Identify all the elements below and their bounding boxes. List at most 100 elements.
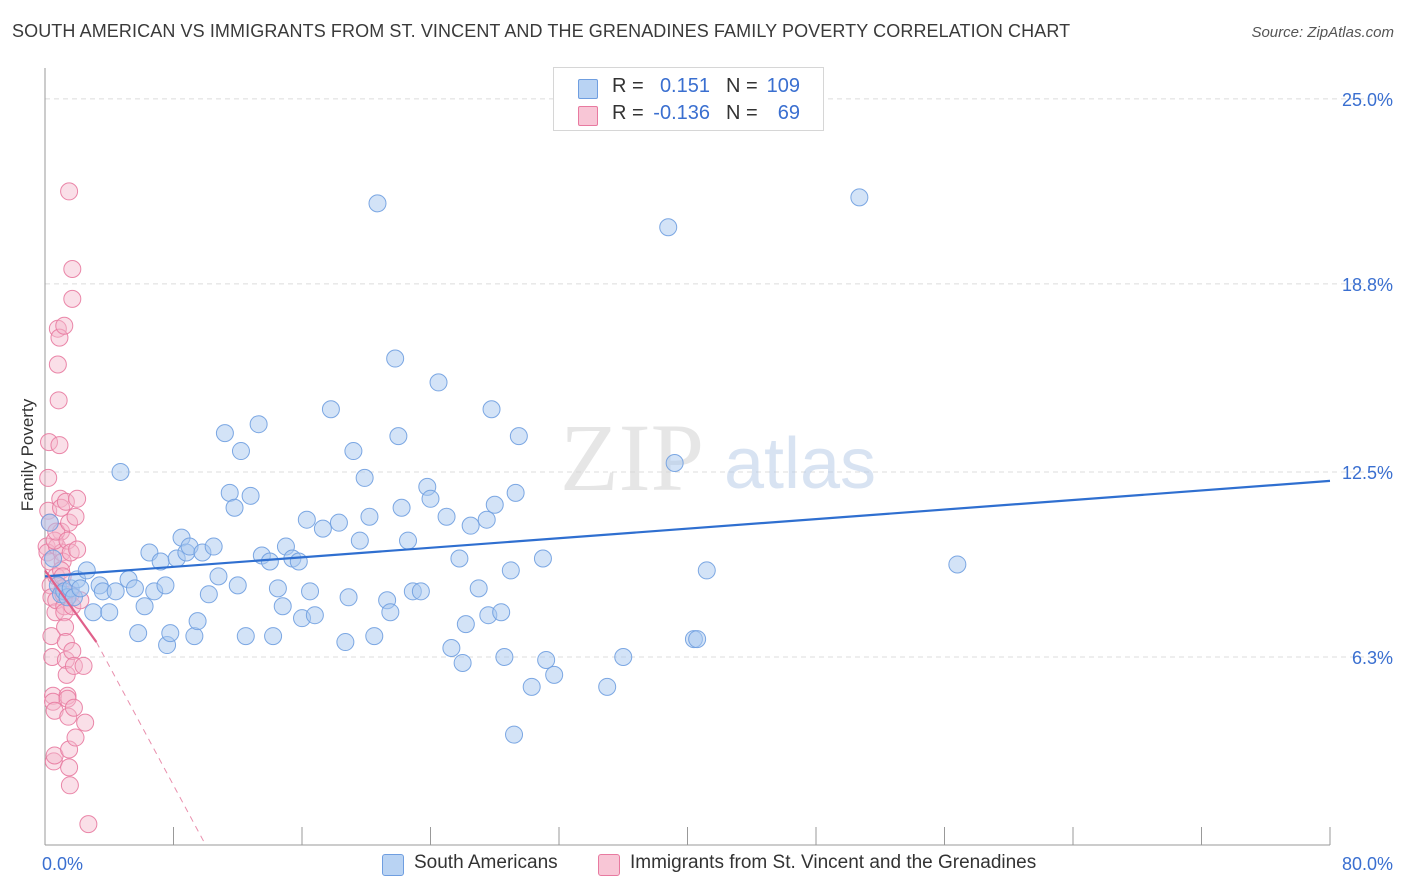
data-point (45, 531, 64, 550)
data-point (365, 627, 384, 646)
data-point (492, 603, 511, 622)
stats-r-value: -0.136 (653, 102, 710, 124)
tick-labels: 6.3% 12.5% 18.8% 25.0% 0.0% 80.0% (42, 90, 1393, 874)
data-point (63, 260, 82, 279)
gridlines (45, 98, 1394, 658)
data-point (469, 579, 488, 598)
data-point (313, 519, 332, 538)
legend-swatch-blue (382, 854, 404, 876)
data-point (389, 427, 408, 446)
data-point (55, 316, 74, 335)
data-point (505, 725, 524, 744)
data-point (209, 567, 228, 586)
data-point (260, 552, 279, 571)
data-point (386, 349, 405, 368)
data-point (598, 677, 617, 696)
data-point (199, 585, 218, 604)
watermark-atlas: atlas (724, 424, 876, 504)
data-point (49, 391, 68, 410)
data-point (477, 510, 496, 529)
data-point (68, 489, 87, 508)
data-point (74, 656, 93, 675)
data-point (697, 561, 716, 580)
stats-n-value: 69 (777, 102, 800, 124)
trend-line-blue (44, 479, 1331, 578)
data-point (60, 758, 79, 777)
data-point (60, 182, 79, 201)
data-point (344, 442, 363, 461)
data-point (399, 531, 418, 550)
data-point (482, 400, 501, 419)
data-point (59, 707, 78, 726)
y-tick-label: 12.5% (1342, 463, 1393, 483)
series-blue-points (40, 188, 967, 744)
data-point (429, 373, 448, 392)
data-point (264, 627, 283, 646)
data-point (537, 650, 556, 669)
data-point (63, 642, 82, 661)
series-pink-points (37, 182, 98, 834)
data-point (66, 728, 85, 747)
data-point (485, 495, 504, 514)
data-point (56, 633, 75, 652)
data-point (161, 624, 180, 643)
data-point (614, 647, 633, 666)
stats-n-label: N = (726, 75, 758, 97)
data-point (301, 582, 320, 601)
data-point (461, 516, 480, 535)
data-point (52, 498, 71, 517)
data-point (44, 752, 63, 771)
data-point (381, 603, 400, 622)
data-point (66, 507, 85, 526)
trend-line-pink-extension (95, 641, 207, 846)
data-point (58, 689, 77, 708)
data-point (44, 686, 63, 705)
data-point (421, 489, 440, 508)
data-point (231, 442, 250, 461)
data-point (336, 633, 355, 652)
data-point (56, 492, 75, 511)
legend: South Americans Immigrants from St. Vinc… (0, 852, 1406, 878)
y-tick-label: 6.3% (1352, 648, 1393, 668)
trend-lines (44, 479, 1331, 846)
data-point (188, 612, 207, 631)
data-point (204, 537, 223, 556)
data-point (450, 549, 469, 568)
data-point (225, 498, 244, 517)
data-point (45, 701, 64, 720)
y-tick-label: 25.0% (1342, 90, 1393, 110)
data-point (360, 507, 379, 526)
data-point (456, 615, 475, 634)
watermark-zip: ZIP (560, 404, 704, 511)
data-point (48, 355, 67, 374)
data-point (501, 561, 520, 580)
data-point (533, 549, 552, 568)
data-point (125, 579, 144, 598)
data-point (411, 582, 430, 601)
data-point (135, 597, 154, 616)
data-point (305, 606, 324, 625)
data-point (339, 588, 358, 607)
data-point (50, 328, 69, 347)
data-point (321, 400, 340, 419)
data-point (76, 713, 95, 732)
data-point (329, 513, 348, 532)
data-point (545, 665, 564, 684)
data-point (522, 677, 541, 696)
data-point (63, 289, 82, 308)
data-point (58, 531, 77, 550)
data-point (68, 540, 87, 559)
data-point (111, 462, 130, 481)
legend-label-pink: Immigrants from St. Vincent and the Gren… (630, 852, 1037, 873)
data-point (442, 639, 461, 658)
data-point (509, 427, 528, 446)
source-label: Source: ZipAtlas.com (1251, 24, 1394, 41)
axes (44, 68, 1331, 846)
legend-label-blue: South Americans (414, 852, 558, 873)
data-point (43, 647, 62, 666)
data-point (185, 627, 204, 646)
data-point (228, 576, 247, 595)
data-point (437, 507, 456, 526)
data-point (64, 698, 83, 717)
